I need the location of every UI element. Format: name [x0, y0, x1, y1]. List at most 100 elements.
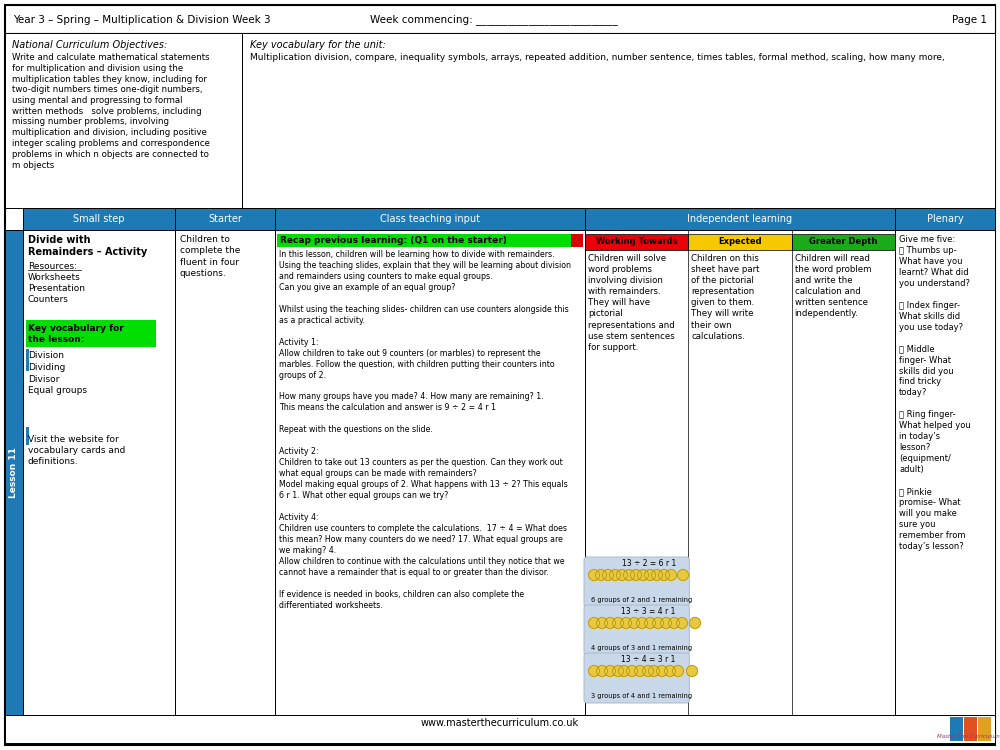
Bar [175, 208, 275, 230]
Text: National Curriculum Objectives:: National Curriculum Objectives: [12, 40, 167, 50]
Circle shape [596, 665, 608, 676]
Text: Give me five:
🖐 Thumbs up-
What have you
learnt? What did
you understand?

🖐 Ind: Give me five: 🖐 Thumbs up- What have you… [899, 235, 971, 551]
Bar [5, 715, 995, 743]
Text: 4 groups of 3 and 1 remaining: 4 groups of 3 and 1 remaining [591, 645, 692, 651]
Text: Small step: Small step [73, 214, 125, 224]
Circle shape [612, 665, 624, 676]
Circle shape [624, 569, 635, 580]
Bar [978, 717, 991, 741]
Circle shape [620, 617, 632, 628]
Circle shape [666, 569, 676, 580]
Bar [964, 717, 977, 741]
Circle shape [644, 569, 656, 580]
Bar [175, 230, 275, 715]
Text: Working Towards: Working Towards [596, 238, 677, 247]
Circle shape [602, 569, 614, 580]
Circle shape [588, 569, 600, 580]
Text: Independent learning: Independent learning [687, 214, 793, 224]
Text: 3 groups of 4 and 1 remaining: 3 groups of 4 and 1 remaining [591, 693, 692, 699]
Circle shape [588, 665, 600, 676]
Text: In this lesson, children will be learning how to divide with remainders.
Using t: In this lesson, children will be learnin… [279, 250, 571, 610]
Bar [275, 230, 585, 715]
Text: 13 ÷ 3 = 4 r 1: 13 ÷ 3 = 4 r 1 [621, 608, 676, 616]
Text: Multiplication division, compare, inequality symbols, arrays, repeated addition,: Multiplication division, compare, inequa… [250, 53, 945, 62]
Bar [23, 208, 175, 230]
Circle shape [676, 617, 688, 628]
Text: Write and calculate mathematical statements
for multiplication and division usin: Write and calculate mathematical stateme… [12, 53, 210, 170]
Bar [585, 234, 688, 250]
Text: Starter: Starter [208, 214, 242, 224]
Circle shape [638, 569, 648, 580]
Circle shape [644, 617, 656, 628]
Bar [26, 427, 29, 445]
Circle shape [656, 665, 668, 676]
Bar [950, 717, 963, 741]
Text: Key vocabulary for
the lesson:: Key vocabulary for the lesson: [28, 324, 124, 344]
FancyBboxPatch shape [584, 653, 689, 703]
Text: Year 3 – Spring – Multiplication & Division Week 3: Year 3 – Spring – Multiplication & Divis… [13, 15, 271, 25]
Circle shape [658, 569, 670, 580]
Text: Page 1: Page 1 [952, 15, 987, 25]
Bar [585, 230, 895, 715]
Bar [5, 33, 242, 208]
Circle shape [631, 569, 642, 580]
Circle shape [588, 617, 600, 628]
Text: 13 ÷ 2 = 6 r 1: 13 ÷ 2 = 6 r 1 [622, 560, 676, 568]
Bar [26, 320, 156, 347]
Text: Visit the website for
vocabulary cards and
definitions.: Visit the website for vocabulary cards a… [28, 435, 125, 466]
Circle shape [612, 617, 624, 628]
Bar [277, 234, 583, 247]
Circle shape [616, 569, 628, 580]
Circle shape [604, 665, 616, 676]
Text: Division
Dividing
Divisor
Equal groups: Division Dividing Divisor Equal groups [28, 351, 87, 395]
Circle shape [604, 617, 616, 628]
Bar [242, 33, 995, 208]
Circle shape [629, 617, 640, 628]
Bar [895, 208, 995, 230]
Text: Divide with
Remainders – Activity: Divide with Remainders – Activity [28, 235, 147, 257]
Text: 13 ÷ 4 = 3 r 1: 13 ÷ 4 = 3 r 1 [621, 656, 676, 664]
FancyBboxPatch shape [584, 557, 689, 607]
Bar [688, 234, 792, 250]
Text: Recap previous learning: (Q1 on the starter): Recap previous learning: (Q1 on the star… [280, 236, 507, 245]
Text: Children will solve
word problems
involving division
with remainders.
They will : Children will solve word problems involv… [588, 254, 675, 352]
FancyBboxPatch shape [584, 605, 689, 655]
Text: Worksheets
Presentation
Counters: Worksheets Presentation Counters [28, 273, 85, 304]
Text: Plenary: Plenary [927, 214, 963, 224]
Circle shape [660, 617, 672, 628]
Circle shape [596, 617, 608, 628]
Text: Class teaching input: Class teaching input [380, 214, 480, 224]
Circle shape [642, 665, 654, 676]
Text: Week commencing: ___________________________: Week commencing: _______________________… [370, 14, 618, 26]
Bar [5, 5, 995, 33]
Circle shape [678, 569, 688, 580]
Text: Master The Curriculum: Master The Curriculum [937, 734, 999, 739]
Circle shape [618, 665, 630, 676]
Text: Children on this
sheet have part
of the pictorial
representation
given to them.
: Children on this sheet have part of the … [691, 254, 760, 340]
Bar [792, 234, 895, 250]
Circle shape [610, 569, 620, 580]
Text: Greater Depth: Greater Depth [809, 238, 878, 247]
Bar [585, 208, 895, 230]
Circle shape [664, 665, 676, 676]
Text: Expected: Expected [718, 238, 762, 247]
Circle shape [626, 665, 638, 676]
Bar [26, 349, 29, 371]
Circle shape [672, 665, 684, 676]
Circle shape [635, 665, 646, 676]
Text: Resources:: Resources: [28, 262, 77, 271]
Bar [571, 234, 583, 247]
Circle shape [668, 617, 680, 628]
Circle shape [648, 665, 660, 676]
Text: www.masterthecurriculum.co.uk: www.masterthecurriculum.co.uk [421, 718, 579, 728]
Circle shape [652, 569, 662, 580]
Text: 6 groups of 2 and 1 remaining: 6 groups of 2 and 1 remaining [591, 597, 692, 603]
Bar [275, 208, 585, 230]
Text: Children will read
the word problem
and write the
calculation and
written senten: Children will read the word problem and … [795, 254, 871, 319]
Text: Lesson 11: Lesson 11 [9, 447, 18, 498]
Circle shape [637, 617, 648, 628]
Text: Key vocabulary for the unit:: Key vocabulary for the unit: [250, 40, 386, 50]
Circle shape [652, 617, 664, 628]
Circle shape [690, 617, 700, 628]
Bar [895, 230, 995, 715]
